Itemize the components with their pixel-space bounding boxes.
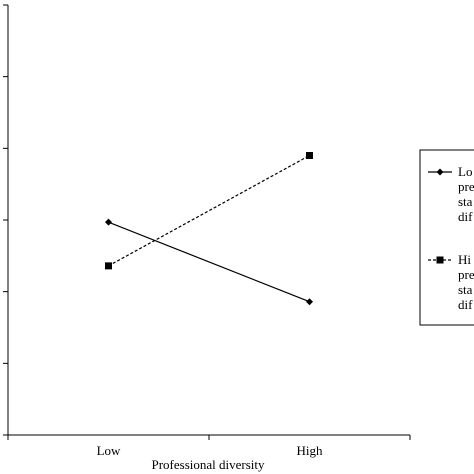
x-tick-labels: Low High bbox=[97, 443, 323, 458]
data-point bbox=[105, 218, 112, 226]
legend-text: dif bbox=[458, 209, 473, 224]
legend-text: dif bbox=[458, 297, 473, 312]
data-point bbox=[105, 262, 112, 270]
series-2 bbox=[105, 152, 313, 270]
legend-box bbox=[419, 149, 474, 326]
x-tick-label: High bbox=[297, 443, 324, 458]
data-point bbox=[306, 298, 313, 306]
legend-text: pre bbox=[458, 267, 474, 282]
legend-text: Hi bbox=[458, 252, 471, 267]
legend-text: sta bbox=[458, 282, 473, 297]
data-point bbox=[306, 152, 313, 159]
y-ticks bbox=[3, 4, 8, 436]
legend-swatch-marker bbox=[436, 256, 444, 264]
x-tick-label: Low bbox=[97, 443, 121, 458]
legend-text: sta bbox=[458, 194, 473, 209]
legend-text: Lo bbox=[458, 164, 472, 179]
series-1 bbox=[105, 218, 313, 306]
series-layer bbox=[105, 152, 313, 306]
x-axis-title: Professional diversity bbox=[151, 457, 265, 472]
series-line bbox=[108, 221, 310, 303]
legend-text: pre bbox=[458, 179, 474, 194]
legend-swatch-marker bbox=[436, 168, 444, 176]
x-ticks bbox=[7, 435, 411, 440]
series-line bbox=[108, 154, 310, 267]
